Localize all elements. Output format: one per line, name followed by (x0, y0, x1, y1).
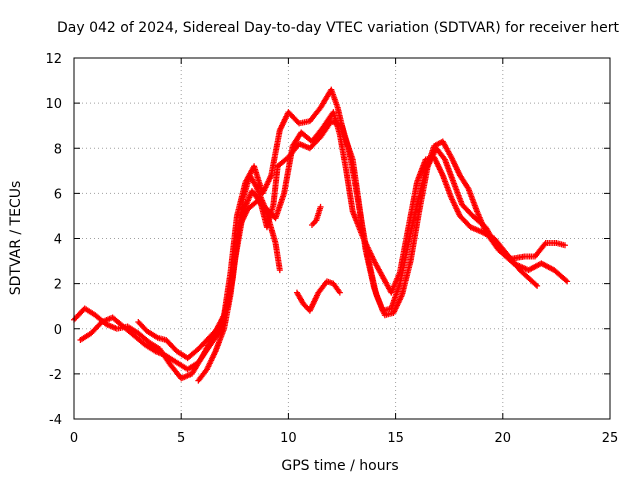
x-axis-label: GPS time / hours (281, 458, 398, 474)
data-point (562, 277, 569, 284)
series-track-6 (308, 203, 324, 228)
x-tick-label: 5 (177, 431, 185, 446)
x-tick-label: 15 (387, 431, 404, 446)
data-point (564, 278, 571, 285)
data-point (276, 267, 283, 274)
y-tick-label: 8 (54, 142, 62, 157)
y-tick-label: 10 (45, 97, 62, 112)
series-track-5 (293, 278, 343, 314)
y-tick-label: -2 (49, 368, 62, 383)
y-tick-label: 0 (54, 323, 62, 338)
ticks: 0 5 10 15 20 25 -4 -2 0 2 4 6 8 10 12 (45, 52, 618, 446)
y-tick-label: 6 (54, 187, 62, 202)
x-tick-label: 20 (495, 431, 512, 446)
y-tick-label: 4 (54, 233, 62, 248)
data-point (317, 203, 324, 210)
x-tick-label: 0 (70, 431, 78, 446)
data-point (532, 281, 539, 288)
y-tick-label: -4 (49, 413, 62, 428)
y-tick-label: 12 (45, 52, 62, 67)
data-point (561, 242, 568, 249)
series-track-3 (195, 109, 541, 384)
series-track-4 (135, 197, 283, 362)
y-axis-label: SDTVAR / TECUs (8, 181, 24, 296)
chart-title: Day 042 of 2024, Sidereal Day-to-day VTE… (57, 20, 619, 36)
data-point (534, 282, 541, 289)
y-tick-label: 2 (54, 278, 62, 293)
data-point (336, 289, 343, 296)
x-tick-label: 10 (280, 431, 297, 446)
data-points (71, 86, 571, 384)
x-tick-label: 25 (602, 431, 619, 446)
